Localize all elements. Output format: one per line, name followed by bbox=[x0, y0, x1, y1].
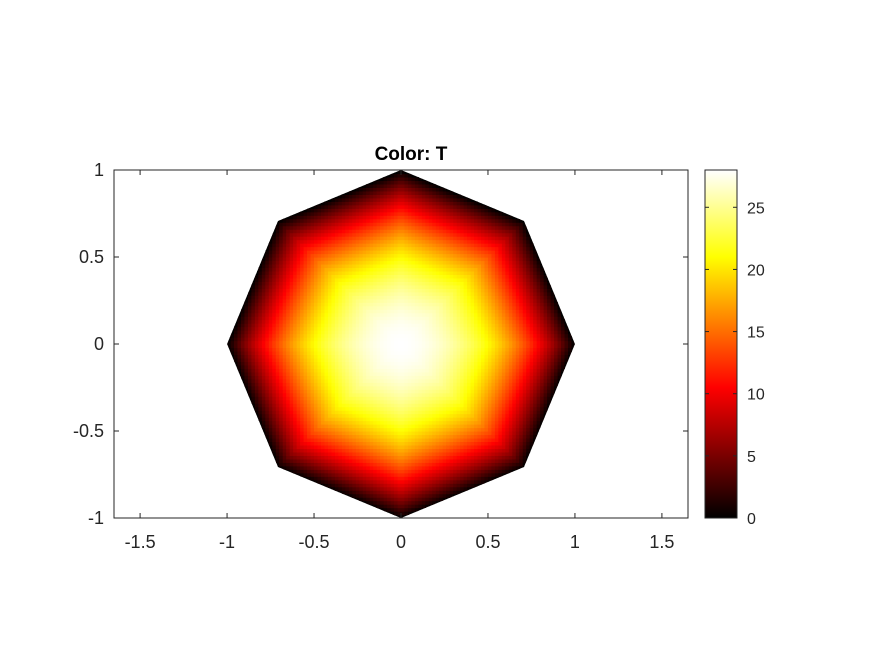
x-axis: -1.5 -1 -0.5 0 0.5 1 1.5 bbox=[125, 170, 674, 552]
colorbar-tick-label: 10 bbox=[747, 387, 765, 404]
x-tick-label: -1 bbox=[219, 532, 235, 552]
y-tick-label: -1 bbox=[88, 508, 104, 528]
y-tick-label: 1 bbox=[94, 160, 104, 180]
colorbar-tick-label: 5 bbox=[747, 449, 756, 466]
x-tick-label: -0.5 bbox=[299, 532, 330, 552]
y-tick-label: 0.5 bbox=[79, 247, 104, 267]
x-tick-label: 0.5 bbox=[475, 532, 500, 552]
plot-axes: -1.5 -1 -0.5 0 0.5 1 1.5 -1 -0.5 0 0.5 1 Color: T bbox=[73, 144, 689, 552]
x-tick-label: 0 bbox=[396, 532, 406, 552]
colorbar-tick-label: 20 bbox=[747, 262, 765, 279]
x-tick-label: 1 bbox=[570, 532, 580, 552]
colorbar-box bbox=[704, 169, 738, 519]
x-tick-label: 1.5 bbox=[649, 532, 674, 552]
colorbar-tick-label: 15 bbox=[747, 325, 765, 342]
colorbar: 0 5 10 15 20 25 bbox=[704, 169, 765, 528]
colorbar-tick-label: 0 bbox=[747, 511, 756, 528]
temperature-field bbox=[227, 170, 575, 518]
y-tick-label: -0.5 bbox=[73, 421, 104, 441]
chart-title: Color: T bbox=[375, 144, 448, 165]
y-axis: -1 -0.5 0 0.5 1 bbox=[73, 160, 688, 528]
colorbar-tick-label: 25 bbox=[747, 200, 765, 217]
colorbar-gradient bbox=[705, 170, 737, 518]
y-tick-label: 0 bbox=[94, 334, 104, 354]
x-tick-label: -1.5 bbox=[125, 532, 156, 552]
colorbar-ticks: 0 5 10 15 20 25 bbox=[705, 200, 765, 528]
